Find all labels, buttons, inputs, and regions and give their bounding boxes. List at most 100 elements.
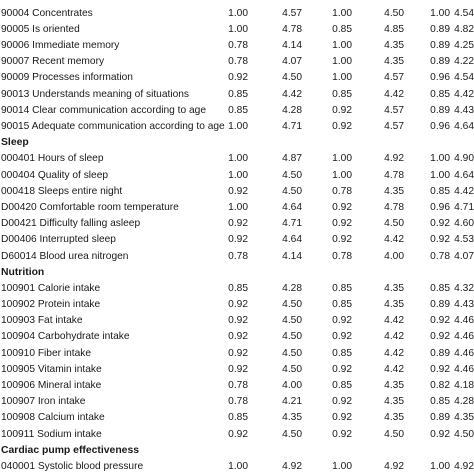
table-cell: 0.78 bbox=[228, 40, 248, 52]
table-cell: 4.35 bbox=[384, 56, 404, 68]
table-cell: 4.46 bbox=[454, 315, 474, 327]
row-label: 90009 Processes information bbox=[1, 72, 133, 84]
row-label: 90007 Recent memory bbox=[1, 56, 105, 68]
table-cell: 0.85 bbox=[228, 88, 248, 100]
table-cell: 4.50 bbox=[282, 428, 302, 440]
table-cell: 1.00 bbox=[332, 56, 352, 68]
table-cell: 0.92 bbox=[430, 234, 450, 246]
table-row: 90006 Immediate memory 0.78 4.14 1.00 4.35 0.… bbox=[0, 38, 474, 54]
table-cell: 1.00 bbox=[208, 0, 248, 6]
table-cell: 4.42 bbox=[384, 347, 404, 359]
table-cell: 0.85 bbox=[228, 282, 248, 294]
table-cell: 1.00 bbox=[228, 169, 248, 181]
table-cell: 0.92 bbox=[228, 315, 248, 327]
table-cell: 0.96 bbox=[430, 121, 450, 132]
table-cell: 4.57 bbox=[384, 72, 404, 84]
table-cell: 4.35 bbox=[384, 282, 404, 294]
row-label: 000418 Sleeps entire night bbox=[1, 185, 123, 197]
row-label: 90003 Aware bbox=[1, 0, 60, 6]
table-cell: 4.32 bbox=[454, 282, 474, 294]
table-cell: 4.46 bbox=[454, 331, 474, 343]
table-row: 100906 Mineral intake 0.78 4.00 0.85 4.35 0.8… bbox=[0, 378, 474, 394]
table-row: 90013 Understands meaning of situations 0… bbox=[0, 87, 474, 103]
table-row: 000401 Hours of sleep 1.00 4.87 1.00 4.92 1.0… bbox=[0, 151, 474, 167]
table-cell: 0.78 bbox=[332, 185, 352, 197]
section-heading-label: Cardiac pump effectiveness bbox=[1, 444, 140, 456]
table-cell: 4.87 bbox=[282, 153, 302, 165]
table-cell: 0.92 bbox=[430, 428, 450, 440]
table-cell: 1.00 bbox=[228, 460, 248, 472]
table-cell: 0.85 bbox=[332, 88, 352, 100]
table-cell: 0.85 bbox=[430, 282, 450, 294]
table-cell: 0.78 bbox=[430, 250, 450, 262]
table-row: 100911 Sodium intake 0.92 4.50 0.92 4.50 0.92… bbox=[0, 427, 474, 443]
row-label: 90015 Adequate communication according t… bbox=[1, 121, 225, 132]
table-cell: 4.00 bbox=[384, 250, 404, 262]
table-cell: 4.42 bbox=[384, 331, 404, 343]
table-cell: 1.00 bbox=[430, 169, 450, 181]
table-cell: 4.50 bbox=[426, 0, 474, 6]
table-cell: 4.25 bbox=[454, 40, 474, 52]
table-cell: 4.35 bbox=[384, 299, 404, 311]
table-cell: 0.92 bbox=[228, 72, 248, 84]
table-row: 90007 Recent memory 0.78 4.07 1.00 4.35 0.89 4… bbox=[0, 54, 474, 70]
row-label: 90005 Is oriented bbox=[1, 23, 80, 35]
table-cell: 1.00 bbox=[228, 153, 248, 165]
table-cell: 1.00 bbox=[332, 460, 352, 472]
table-cell: 0.89 bbox=[430, 412, 450, 424]
table-cell: 0.82 bbox=[430, 380, 450, 391]
table-row: 100904 Carbohydrate intake 0.92 4.50 0.92 4.… bbox=[0, 329, 474, 345]
table-cell: 0.78 bbox=[228, 250, 248, 262]
table-row: 040001 Systolic blood pressure 1.00 4.92 1.… bbox=[0, 459, 474, 475]
table-cell: 4.50 bbox=[282, 185, 302, 197]
table-cell: 4.35 bbox=[384, 412, 404, 424]
table-cell: 4.35 bbox=[454, 412, 474, 424]
section-heading-label: Nutrition bbox=[1, 266, 45, 278]
table-cell: 4.78 bbox=[384, 169, 404, 181]
row-label: 000401 Hours of sleep bbox=[1, 153, 104, 165]
table-cell: 0.92 bbox=[228, 428, 248, 440]
table-row: 100903 Fat intake 0.92 4.50 0.92 4.42 0.92 4.4… bbox=[0, 313, 474, 329]
table-cell: 1.00 bbox=[430, 460, 450, 472]
table-cell: 0.85 bbox=[430, 185, 450, 197]
table-cell: 0.85 bbox=[430, 396, 450, 408]
table-cell: 0.92 bbox=[332, 234, 352, 246]
table-cell: 0.92 bbox=[228, 185, 248, 197]
table-row: D00420 Comfortable room temperature 1.00 4… bbox=[0, 200, 474, 216]
table-cell: 0.92 bbox=[430, 315, 450, 327]
table-cell: 0.92 bbox=[228, 347, 248, 359]
section-heading: Cardiac pump effectiveness bbox=[0, 443, 474, 459]
table-cell: 1.00 bbox=[430, 7, 450, 19]
table-cell: 4.78 bbox=[384, 201, 404, 213]
table-cell: 4.92 bbox=[384, 460, 404, 472]
table-cell: 4.54 bbox=[454, 72, 474, 84]
table-cell: 4.42 bbox=[282, 88, 302, 100]
table-row: 90009 Processes information 0.92 4.50 1.00 4… bbox=[0, 70, 474, 86]
row-label: 100905 Vitamin intake bbox=[1, 363, 102, 375]
table-cell: 0.92 bbox=[332, 412, 352, 424]
table-cell: 4.07 bbox=[454, 250, 474, 262]
table-cell: 4.82 bbox=[454, 23, 474, 35]
table-row: 100901 Calorie intake 0.85 4.28 0.85 4.35 0.8… bbox=[0, 281, 474, 297]
table-cell: 4.85 bbox=[384, 23, 404, 35]
row-label: D00406 Interrupted sleep bbox=[1, 234, 116, 246]
table-cell: 0.89 bbox=[430, 347, 450, 359]
table-cell: 0.85 bbox=[332, 23, 352, 35]
table-cell: 4.50 bbox=[384, 218, 404, 230]
table-cell: 0.89 bbox=[430, 40, 450, 52]
table-cell: 0.92 bbox=[228, 331, 248, 343]
table-row: 90004 Concentrates 1.00 4.57 1.00 4.50 1.00 4.… bbox=[0, 6, 474, 22]
row-label: 000404 Quality of sleep bbox=[1, 169, 109, 181]
table-cell: 4.57 bbox=[282, 7, 302, 19]
table-cell: 4.43 bbox=[454, 104, 474, 116]
row-label: 100901 Calorie intake bbox=[1, 282, 101, 294]
table-cell: 4.28 bbox=[282, 104, 302, 116]
table-row: 90003 Aware1.004.500.854.500.934.50 bbox=[0, 0, 474, 6]
table-cell: 4.42 bbox=[384, 363, 404, 375]
table-cell: 0.96 bbox=[430, 72, 450, 84]
table-cell: 0.85 bbox=[430, 88, 450, 100]
row-label: 90004 Concentrates bbox=[1, 7, 93, 19]
table-cell: 4.64 bbox=[282, 234, 302, 246]
table-cell: 1.00 bbox=[332, 7, 352, 19]
